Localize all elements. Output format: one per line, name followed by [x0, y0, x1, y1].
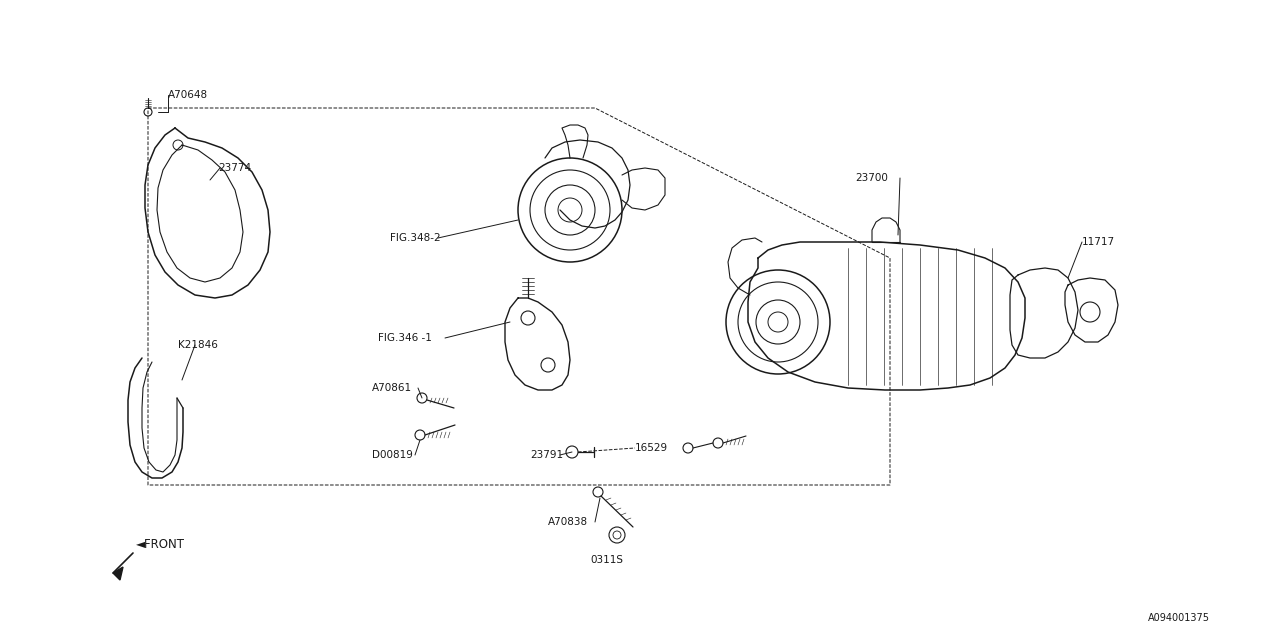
Text: 11717: 11717	[1082, 237, 1115, 247]
Text: 16529: 16529	[635, 443, 668, 453]
Text: A70648: A70648	[168, 90, 209, 100]
Text: FIG.346 -1: FIG.346 -1	[378, 333, 431, 343]
Text: FIG.348-2: FIG.348-2	[390, 233, 440, 243]
Text: A70838: A70838	[548, 517, 588, 527]
Text: A094001375: A094001375	[1148, 613, 1210, 623]
Polygon shape	[113, 567, 123, 580]
Text: 0311S: 0311S	[590, 555, 623, 565]
Text: K21846: K21846	[178, 340, 218, 350]
Text: 23791: 23791	[530, 450, 563, 460]
Text: D00819: D00819	[372, 450, 413, 460]
Text: A70861: A70861	[372, 383, 412, 393]
Text: 23700: 23700	[855, 173, 888, 183]
Text: ◄FRONT: ◄FRONT	[136, 538, 186, 552]
Text: 23774: 23774	[218, 163, 251, 173]
